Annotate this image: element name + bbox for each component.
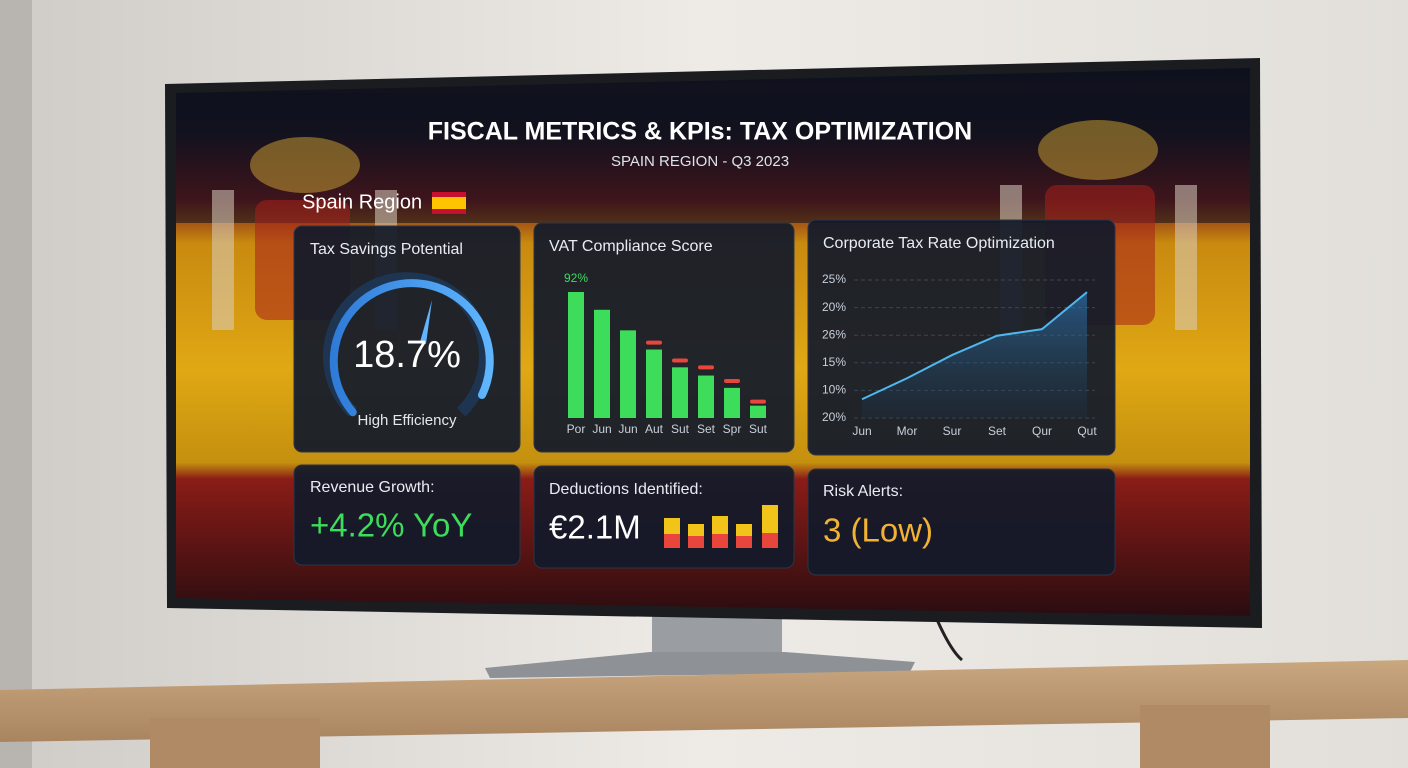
target-marker (750, 399, 766, 404)
dashboard-title: FISCAL METRICS & KPIs: TAX OPTIMIZATION (428, 118, 972, 146)
y-tick-label: 20% (822, 300, 846, 314)
bar (672, 367, 688, 418)
bar (594, 309, 610, 418)
card-title: Revenue Growth: (310, 479, 435, 496)
bar (698, 375, 714, 418)
x-tick-label: Qut (1077, 424, 1097, 438)
stand-base (485, 652, 915, 678)
gauge-caption: High Efficiency (358, 412, 457, 429)
y-tick-label: 25% (822, 272, 846, 286)
y-tick-label: 15% (822, 355, 846, 369)
x-tick-label: Jun (618, 422, 637, 436)
risk-card (807, 468, 1116, 576)
line (861, 291, 1088, 401)
dashboard-subtitle: SPAIN REGION - Q3 2023 (611, 153, 789, 170)
x-tick-label: Set (697, 422, 716, 436)
bar (568, 292, 584, 418)
kpi-value: 3 (Low) (823, 512, 933, 549)
x-tick-label: Spr (723, 422, 742, 436)
card-title: Corporate Tax Rate Optimization (823, 235, 1055, 252)
x-tick-label: Mor (897, 424, 918, 438)
x-tick-label: Por (567, 422, 586, 436)
x-tick-label: Set (988, 424, 1007, 438)
card-title: Risk Alerts: (823, 483, 903, 500)
desk-leg (1140, 705, 1270, 768)
card-title: Tax Savings Potential (310, 241, 463, 258)
gauge-arc (329, 279, 494, 417)
line-area (862, 292, 1087, 418)
deductions-card (533, 465, 795, 569)
target-marker (724, 379, 740, 384)
kpi-value: €2.1M (549, 509, 641, 546)
mini-bars (664, 505, 778, 548)
bar (750, 405, 766, 418)
tax-savings-card (293, 225, 521, 453)
gauge-value: 18.7% (353, 334, 461, 376)
data-label: 92% (564, 271, 588, 285)
x-tick-label: Jun (592, 422, 611, 436)
card-title: Deductions Identified: (549, 481, 703, 498)
wall-edge (0, 0, 32, 768)
gauge-needle (420, 300, 432, 344)
x-tick-label: Qur (1032, 424, 1052, 438)
bar (724, 387, 740, 418)
kpi-value: +4.2% YoY (310, 507, 472, 544)
x-tick-label: Sut (671, 422, 690, 436)
y-tick-label: 10% (822, 383, 846, 397)
x-tick-label: Sut (749, 422, 768, 436)
revenue-card (293, 464, 521, 566)
bar (620, 330, 636, 418)
x-tick-label: Jun (852, 424, 871, 438)
x-tick-label: Aut (645, 422, 664, 436)
target-marker (698, 365, 714, 370)
target-marker (646, 340, 662, 345)
desk-leg (150, 718, 320, 768)
desk-top (0, 660, 1408, 742)
target-marker (672, 358, 688, 363)
region-label: Spain Region (302, 191, 422, 213)
card-title: VAT Compliance Score (549, 238, 713, 255)
y-tick-label: 20% (822, 410, 846, 424)
gauge-track (323, 272, 491, 417)
spain-flag-icon (432, 192, 466, 214)
x-tick-label: Sur (943, 424, 962, 438)
y-tick-label: 26% (822, 327, 846, 341)
bar (646, 349, 662, 418)
